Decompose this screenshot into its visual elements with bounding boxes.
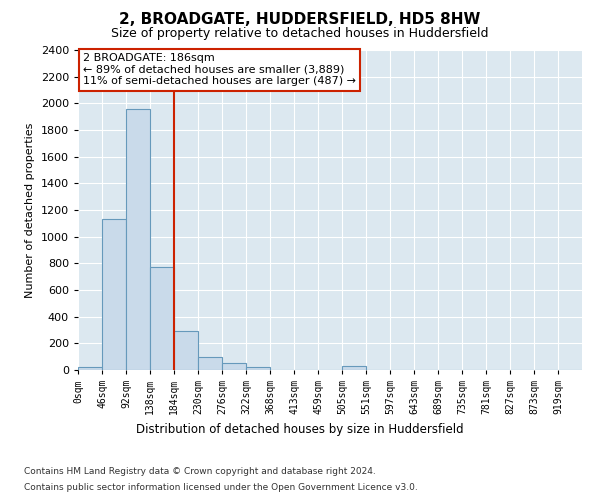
Text: 2 BROADGATE: 186sqm
← 89% of detached houses are smaller (3,889)
11% of semi-det: 2 BROADGATE: 186sqm ← 89% of detached ho… bbox=[83, 53, 356, 86]
Bar bbox=[174, 332, 198, 370]
Bar bbox=[126, 108, 150, 370]
Bar bbox=[198, 358, 222, 370]
Bar bbox=[246, 366, 270, 370]
Text: Contains public sector information licensed under the Open Government Licence v3: Contains public sector information licen… bbox=[24, 482, 418, 492]
Text: Distribution of detached houses by size in Huddersfield: Distribution of detached houses by size … bbox=[136, 422, 464, 436]
Y-axis label: Number of detached properties: Number of detached properties bbox=[25, 122, 35, 298]
Bar bbox=[342, 366, 366, 370]
Text: 2, BROADGATE, HUDDERSFIELD, HD5 8HW: 2, BROADGATE, HUDDERSFIELD, HD5 8HW bbox=[119, 12, 481, 28]
Text: Size of property relative to detached houses in Huddersfield: Size of property relative to detached ho… bbox=[111, 28, 489, 40]
Text: Contains HM Land Registry data © Crown copyright and database right 2024.: Contains HM Land Registry data © Crown c… bbox=[24, 468, 376, 476]
Bar bbox=[222, 364, 246, 370]
Bar bbox=[78, 366, 102, 370]
Bar bbox=[102, 220, 126, 370]
Bar bbox=[150, 268, 174, 370]
